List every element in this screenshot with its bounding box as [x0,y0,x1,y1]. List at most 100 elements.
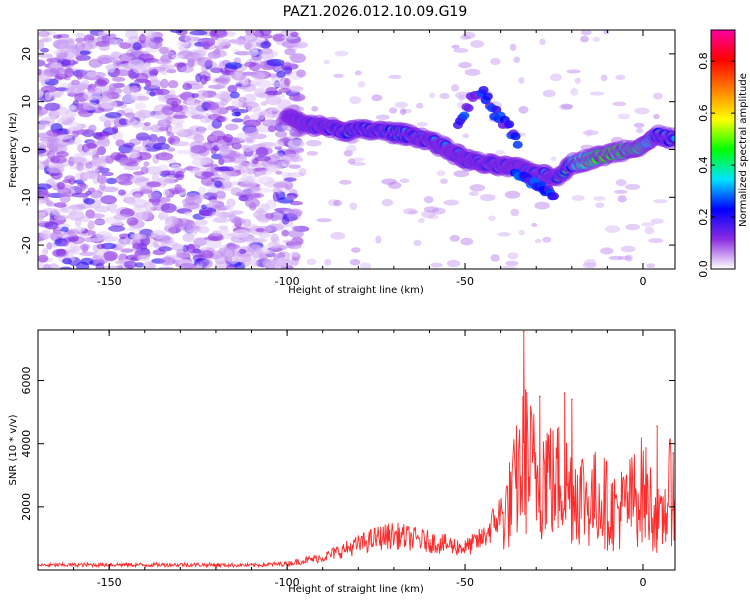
spectrogram-cell [388,74,402,79]
spectrogram-cell [80,184,89,189]
spectrogram-cell [149,91,156,97]
spectrogram-cell [220,98,229,106]
spectrogram-cell [259,203,270,212]
spectrogram-cell [76,261,90,269]
spectrogram-cell [259,30,272,36]
spectrogram-cell [166,158,177,164]
spectrogram-cell [132,242,142,250]
spectrogram-cell [224,123,239,131]
spectrogram-cell [89,237,102,242]
spectrogram-cell [93,219,106,225]
spectrogram-cell [259,245,269,255]
spectrogram-cell [413,239,422,247]
spectrogram-cell [95,40,111,47]
spectrogram-cell [126,227,142,232]
snr-plot-area [38,330,675,569]
spectrogram-cell [75,32,86,38]
spectrogram-cell [103,265,120,269]
spectrogram-cell [288,229,304,239]
spectrogram-cell [346,144,357,153]
spectrogram-cell [671,135,675,142]
spectrogram-cell [134,102,146,111]
spectrogram-cell [231,112,241,117]
spectrogram-cell [571,195,585,202]
spectrogram-cell [451,44,460,49]
spectrogram-cell [172,114,188,119]
spectrogram-cell [267,241,281,249]
spectrogram-cell [176,149,195,155]
spectrogram-cell [73,137,82,146]
spectrogram-cell [222,133,234,143]
spectrogram-cell [94,86,110,92]
spectrogram-cell [258,111,265,121]
spectrogram-cell [75,37,85,43]
spectrogram-cell [166,68,177,74]
spectrogram-cell [40,47,50,53]
spectrogram-cell [453,170,470,178]
spectrogram-cell [646,263,655,269]
spectrogram-cell [248,62,261,72]
spectrogram-cell [97,31,108,37]
spectrogram-cell [38,53,54,58]
spectrogram-cell [388,181,402,190]
spectrogram-cell [254,155,271,162]
spectrogram-cell [60,114,67,122]
snr-peak-point [570,398,573,401]
spectrogram-cell [55,248,67,257]
spectrogram-cell [334,50,349,57]
spectrogram-cell [106,64,116,73]
spectrogram-cell [288,54,301,60]
spectrogram-cell [203,236,220,241]
spectrogram-cell [64,109,77,119]
spectrogram-cell [620,245,636,253]
spectrogram-cell [371,94,383,102]
spectrogram-cell [88,60,100,69]
spectrogram-cell [205,101,220,111]
spectrogram-cell [46,139,59,150]
spectrogram-cell [137,254,150,262]
spectrogram-cell [168,187,186,193]
x-tick-label: 0 [639,576,646,589]
spectrogram-cell [290,53,306,64]
spectrogram-cell [115,175,132,185]
spectrogram-cell [242,256,252,267]
spectrogram-cell [139,33,146,44]
spectrogram-cell [436,170,446,177]
spectrogram-cell [43,36,53,43]
spectrogram-cell [350,157,365,162]
spectrogram-cell [235,36,247,46]
spectrogram-cell [94,79,108,88]
spectrogram-cell [131,120,142,129]
spectrogram-cell [518,229,526,236]
spectrogram-cell [490,57,501,66]
spectrogram-cell [239,189,258,194]
spectrogram-cell [195,219,208,226]
spectrogram-cell [178,44,189,52]
spectrogram-cell [38,183,52,190]
spectrogram-cell [41,208,58,214]
spectrogram-cell [193,194,209,200]
spectrogram-cell [231,118,244,123]
spectrogram-cell [209,30,216,37]
spectrogram-cell [462,133,470,139]
spectrogram-cell [604,225,621,234]
spectrogram-cell [143,122,151,127]
spectrogram-cell [255,247,263,255]
spectrogram-cell [138,53,154,62]
spectrogram-cell [285,194,296,200]
spectrogram-cell [231,142,242,150]
spectrogram-cell [531,222,538,228]
spectrogram-cell [101,186,119,193]
spectrogram-cell [97,138,111,148]
spectrogram-cell [210,67,224,74]
spectrogram-cell [170,163,182,172]
spectrogram-cell [570,88,579,96]
spectrogram-cell [423,206,439,213]
spectrogram-cell [518,77,525,84]
spectrogram-cell [427,214,439,220]
spectrogram-cell [135,132,150,141]
spectrogram-cell [186,243,196,254]
spectrogram-cell [54,91,64,96]
spectrogram-cell [287,85,304,93]
